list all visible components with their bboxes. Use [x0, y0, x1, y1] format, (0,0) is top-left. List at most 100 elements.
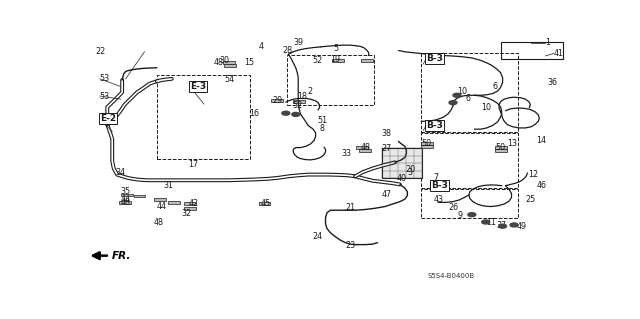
Text: 48: 48 — [360, 143, 370, 152]
Bar — [359, 149, 371, 152]
Text: 20: 20 — [405, 165, 415, 174]
Text: 52: 52 — [312, 56, 323, 65]
Bar — [356, 146, 367, 149]
Circle shape — [449, 101, 457, 105]
Text: 40: 40 — [396, 174, 406, 183]
Text: 12: 12 — [529, 170, 538, 179]
Bar — [421, 53, 518, 132]
Text: 48: 48 — [154, 218, 163, 226]
Text: S5S4-B0400B: S5S4-B0400B — [428, 273, 474, 279]
Text: 43: 43 — [433, 196, 443, 204]
Text: 11: 11 — [486, 218, 496, 226]
Text: 25: 25 — [525, 196, 536, 204]
Text: FR.: FR. — [112, 251, 132, 261]
Text: 54: 54 — [225, 75, 235, 84]
Bar — [154, 198, 166, 201]
Text: B-3: B-3 — [426, 54, 443, 63]
Bar — [421, 142, 433, 145]
Bar — [287, 55, 374, 105]
Bar — [381, 148, 422, 178]
Text: 23: 23 — [346, 241, 355, 249]
Bar — [500, 42, 563, 59]
Text: 53: 53 — [100, 74, 110, 83]
Text: 46: 46 — [536, 181, 547, 190]
Text: 27: 27 — [381, 144, 392, 153]
Text: 22: 22 — [96, 47, 106, 56]
Text: 26: 26 — [448, 203, 458, 212]
Bar — [134, 195, 145, 197]
Text: 24: 24 — [312, 232, 323, 241]
Bar — [293, 100, 305, 103]
Bar — [168, 201, 180, 204]
Bar — [184, 202, 196, 205]
Text: B-3: B-3 — [426, 121, 443, 130]
Circle shape — [510, 223, 518, 227]
Text: 42: 42 — [188, 199, 198, 208]
Text: 48: 48 — [214, 58, 224, 67]
Text: 3: 3 — [408, 168, 412, 177]
Bar — [495, 149, 507, 152]
Bar — [121, 194, 133, 197]
Circle shape — [482, 220, 490, 224]
Text: 41: 41 — [554, 49, 564, 58]
Text: 39: 39 — [293, 38, 303, 47]
Text: 38: 38 — [381, 129, 392, 138]
Text: 16: 16 — [250, 109, 260, 118]
Bar — [118, 201, 131, 204]
Text: 1: 1 — [545, 38, 550, 47]
Circle shape — [453, 93, 461, 97]
Text: 5: 5 — [333, 44, 338, 53]
Bar — [223, 61, 235, 64]
Text: 28: 28 — [282, 46, 292, 55]
Text: E-3: E-3 — [190, 82, 206, 92]
Bar — [259, 202, 271, 205]
Text: 6: 6 — [466, 94, 471, 103]
Text: 8: 8 — [319, 124, 324, 133]
Text: 2: 2 — [307, 86, 312, 96]
Text: 36: 36 — [547, 78, 557, 86]
Text: 33: 33 — [342, 149, 352, 158]
Circle shape — [282, 111, 290, 115]
Text: 9: 9 — [458, 211, 463, 220]
Text: 47: 47 — [381, 190, 392, 199]
Text: 19: 19 — [330, 55, 340, 64]
Text: 50: 50 — [421, 139, 431, 148]
Text: 30: 30 — [220, 56, 230, 65]
Bar — [157, 75, 250, 160]
Text: 52: 52 — [292, 100, 303, 110]
Bar — [361, 59, 372, 62]
Text: 14: 14 — [536, 136, 547, 145]
Text: 51: 51 — [317, 116, 327, 125]
Text: 4: 4 — [259, 42, 264, 51]
Text: 53: 53 — [100, 92, 110, 100]
Text: 44: 44 — [121, 196, 131, 204]
Text: 48: 48 — [121, 198, 131, 207]
Bar — [495, 146, 507, 149]
Text: 50: 50 — [495, 143, 506, 152]
Text: 45: 45 — [261, 199, 271, 208]
Text: 13: 13 — [508, 139, 518, 148]
Text: 7: 7 — [433, 173, 438, 182]
Text: 35: 35 — [121, 187, 131, 196]
Text: 29: 29 — [273, 96, 283, 105]
Text: E-2: E-2 — [100, 114, 116, 123]
Text: 49: 49 — [516, 222, 527, 231]
Text: 10: 10 — [457, 87, 467, 96]
Text: 17: 17 — [188, 160, 198, 169]
Text: 15: 15 — [244, 58, 254, 67]
Bar — [421, 189, 518, 218]
Text: 18: 18 — [297, 92, 307, 101]
Text: 37: 37 — [497, 221, 507, 230]
Text: 31: 31 — [163, 181, 173, 190]
Text: 10: 10 — [481, 103, 491, 112]
Circle shape — [468, 213, 476, 217]
Text: 21: 21 — [346, 203, 355, 212]
Text: B-3: B-3 — [431, 181, 448, 190]
Circle shape — [292, 113, 300, 116]
Text: 32: 32 — [182, 209, 192, 218]
Text: 44: 44 — [157, 202, 167, 211]
Bar — [224, 64, 236, 67]
Text: 34: 34 — [116, 168, 125, 177]
Bar — [421, 145, 433, 148]
Circle shape — [499, 224, 507, 228]
